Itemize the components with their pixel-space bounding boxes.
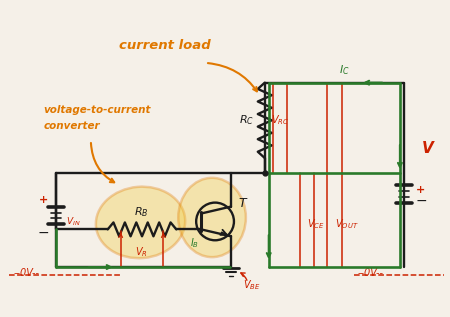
Text: $V_R$: $V_R$	[135, 245, 148, 259]
Text: --0V--: --0V--	[14, 268, 39, 278]
Text: $V_{RC}$: $V_{RC}$	[270, 113, 289, 127]
FancyArrowPatch shape	[398, 145, 402, 167]
FancyArrowPatch shape	[365, 81, 382, 85]
FancyArrowPatch shape	[119, 234, 122, 237]
Text: $V_{OUT}$: $V_{OUT}$	[335, 217, 359, 231]
Text: --0V--: --0V--	[357, 268, 383, 278]
Text: $V_{IN}$: $V_{IN}$	[66, 215, 81, 228]
Text: +: +	[39, 195, 48, 205]
Ellipse shape	[178, 178, 246, 257]
FancyArrowPatch shape	[89, 265, 111, 269]
Text: $T$: $T$	[238, 197, 248, 210]
Text: voltage-to-current: voltage-to-current	[43, 106, 151, 115]
FancyArrowPatch shape	[241, 273, 247, 280]
Text: $V_{BE}$: $V_{BE}$	[243, 278, 261, 292]
Ellipse shape	[96, 187, 185, 258]
FancyArrowPatch shape	[208, 63, 257, 91]
Text: $R_C$: $R_C$	[239, 113, 254, 127]
Text: current load: current load	[120, 40, 211, 53]
FancyArrowPatch shape	[267, 235, 270, 257]
Text: $V_{CE}$: $V_{CE}$	[307, 217, 325, 231]
Text: +: +	[416, 185, 425, 195]
Text: −: −	[416, 194, 428, 208]
Text: converter: converter	[43, 121, 100, 131]
Text: V: V	[422, 141, 433, 156]
Text: $I_C$: $I_C$	[339, 63, 350, 77]
Text: −: −	[37, 225, 49, 239]
FancyArrowPatch shape	[162, 234, 165, 237]
Text: $I_B$: $I_B$	[189, 236, 199, 250]
Text: $R_B$: $R_B$	[134, 206, 149, 219]
FancyArrowPatch shape	[91, 143, 114, 182]
